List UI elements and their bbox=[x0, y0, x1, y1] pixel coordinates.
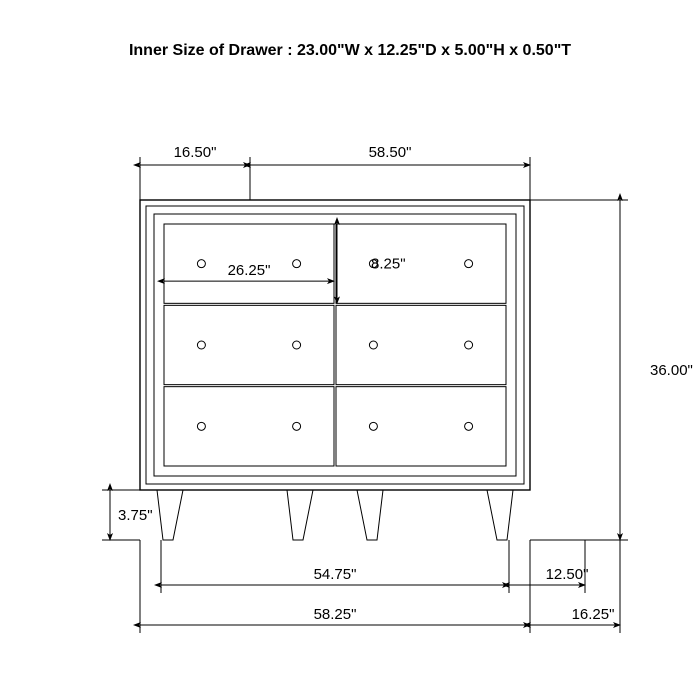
drawer-knob bbox=[197, 260, 205, 268]
title-text: Inner Size of Drawer : 23.00"W x 12.25"D… bbox=[129, 42, 571, 59]
drawer-knob bbox=[197, 422, 205, 430]
dim-top-left: 16.50" bbox=[174, 144, 217, 161]
dresser-leg bbox=[357, 490, 383, 540]
dim-drawer-h: 8.25" bbox=[371, 256, 406, 273]
drawer-front bbox=[164, 305, 334, 384]
drawer-knob bbox=[293, 341, 301, 349]
drawer-knob bbox=[369, 341, 377, 349]
dresser-leg bbox=[157, 490, 183, 540]
drawer-knob bbox=[465, 422, 473, 430]
dim-outer-w: 58.25" bbox=[314, 606, 357, 623]
drawer-knob bbox=[197, 341, 205, 349]
dresser-leg bbox=[487, 490, 513, 540]
drawer-front bbox=[336, 305, 506, 384]
dim-drawer-w: 26.25" bbox=[228, 262, 271, 279]
drawer-front bbox=[336, 224, 506, 303]
drawer-knob bbox=[293, 422, 301, 430]
drawer-front bbox=[164, 387, 334, 466]
drawer-knob bbox=[293, 260, 301, 268]
dresser-body bbox=[140, 200, 530, 540]
dim-depth-bot: 16.25" bbox=[572, 606, 615, 623]
dim-leg-h: 3.75" bbox=[118, 507, 153, 524]
dim-inner-w: 54.75" bbox=[314, 566, 357, 583]
dim-top-right: 58.50" bbox=[369, 144, 412, 161]
drawer-knob bbox=[465, 341, 473, 349]
dresser-leg bbox=[287, 490, 313, 540]
dim-height: 36.00" bbox=[650, 362, 693, 379]
drawer-knob bbox=[465, 260, 473, 268]
dim-depth-top: 12.50" bbox=[546, 566, 589, 583]
drawer-knob bbox=[369, 422, 377, 430]
drawer-front bbox=[336, 387, 506, 466]
